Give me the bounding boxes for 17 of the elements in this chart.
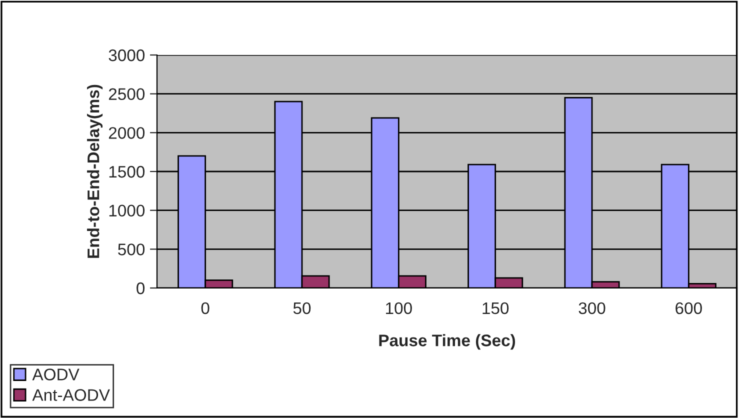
- legend-label: AODV: [32, 368, 80, 380]
- x-tick-label: 600: [676, 302, 702, 314]
- y-tick-label: 0: [136, 282, 145, 294]
- y-tick-label: 1000: [109, 204, 145, 217]
- y-tick-label: 500: [118, 244, 145, 256]
- legend-label: Ant-AODV: [32, 389, 110, 401]
- x-axis-title: Pause Time (Sec): [379, 334, 516, 350]
- y-tick-label: 2000: [108, 127, 145, 139]
- x-tick-label: 100: [386, 302, 412, 314]
- y-tick-label: 2500: [108, 88, 145, 100]
- x-tick-label: 0: [201, 302, 210, 314]
- x-tick-label: 150: [482, 302, 509, 314]
- x-tick-label: 50: [293, 302, 311, 314]
- y-axis-title: End-to-End-Delay(ms): [87, 84, 103, 258]
- x-tick-label: 300: [578, 302, 606, 314]
- y-tick-label: 3000: [108, 49, 145, 62]
- y-tick-label: 1500: [109, 166, 145, 178]
